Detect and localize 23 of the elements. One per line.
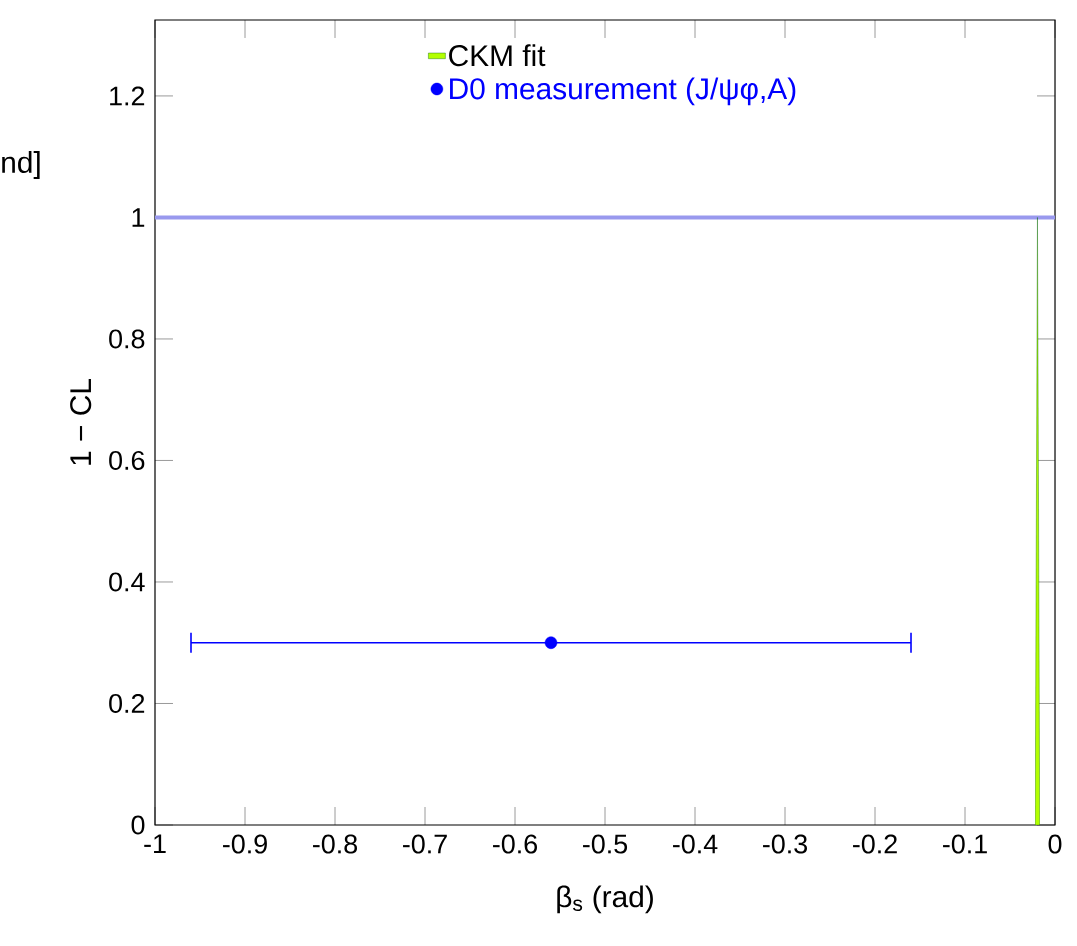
x-tick-label: 0	[1048, 834, 1062, 854]
legend-label: CKM fit	[449, 44, 546, 67]
x-tick-label: -0.5	[583, 834, 628, 854]
x-tick-label: -1	[144, 834, 166, 854]
text: nd]	[2, 151, 40, 179]
x-tick-label: -0.7	[403, 834, 447, 854]
x-tick-label: -0.9	[223, 834, 267, 854]
y-tick-label: 0.6	[109, 450, 145, 470]
x-tick-label: -0.6	[493, 834, 537, 854]
y-axis-title: 1 − CL	[70, 379, 92, 465]
x-tick-label: -0.4	[673, 834, 718, 854]
y-tick-label: 0.8	[109, 329, 145, 349]
y-tick-label: 1	[132, 208, 145, 227]
x-axis-title: β$_{s}$ (rad)	[557, 885, 653, 914]
y-tick-label: 1.2	[110, 86, 145, 106]
y-tick-label: 0.4	[109, 572, 145, 592]
y-tick-label: 0.2	[109, 693, 145, 714]
x-tick-label: -0.1	[943, 834, 987, 854]
x-tick-label: -0.3	[763, 834, 807, 854]
legend-label: D0 measurement (J/ψφ,A)	[450, 77, 796, 106]
x-tick-label: -0.2	[853, 834, 897, 854]
x-tick-label: -0.8	[313, 834, 358, 854]
y-tick-label: 0	[131, 815, 145, 835]
